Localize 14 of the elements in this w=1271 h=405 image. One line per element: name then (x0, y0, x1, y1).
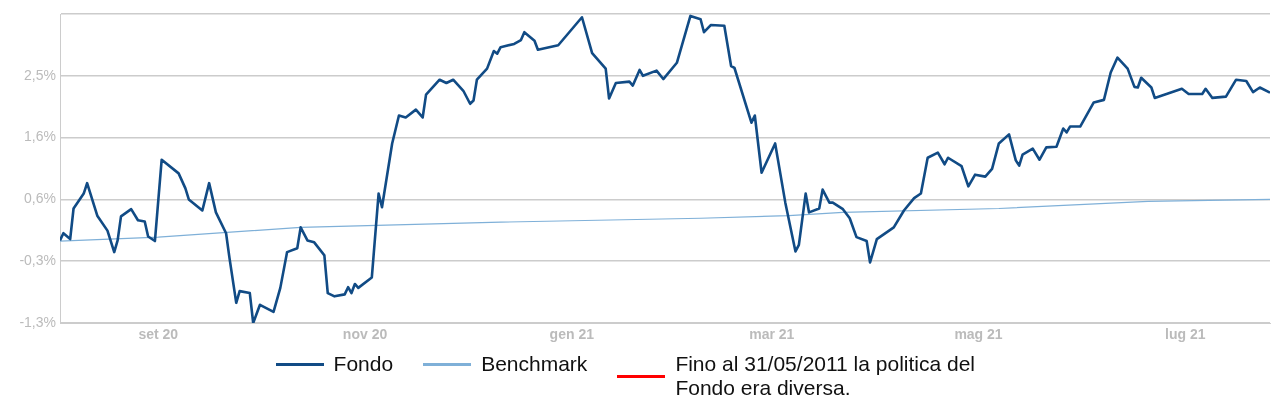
legend-label: Fondo (333, 352, 394, 376)
legend-label: Benchmark (481, 352, 588, 376)
y-tick-label: 2,5% (24, 66, 56, 83)
y-tick-label: 1,6% (24, 128, 56, 145)
y-tick-label: -0,3% (19, 252, 56, 269)
legend-label: Fino al 31/05/2011 la politica del Fondo era diversa. (675, 352, 977, 400)
y-tick-label: 0,6% (24, 190, 56, 207)
x-tick-label: mar 21 (749, 326, 795, 343)
x-tick-label: lug 21 (1165, 326, 1206, 343)
x-tick-label: gen 21 (549, 326, 595, 343)
x-tick-label: set 20 (138, 326, 179, 343)
x-tick-label: mag 21 (954, 326, 1003, 343)
x-tick-label: nov 20 (342, 326, 388, 343)
y-tick-label: -1,3% (19, 313, 56, 330)
